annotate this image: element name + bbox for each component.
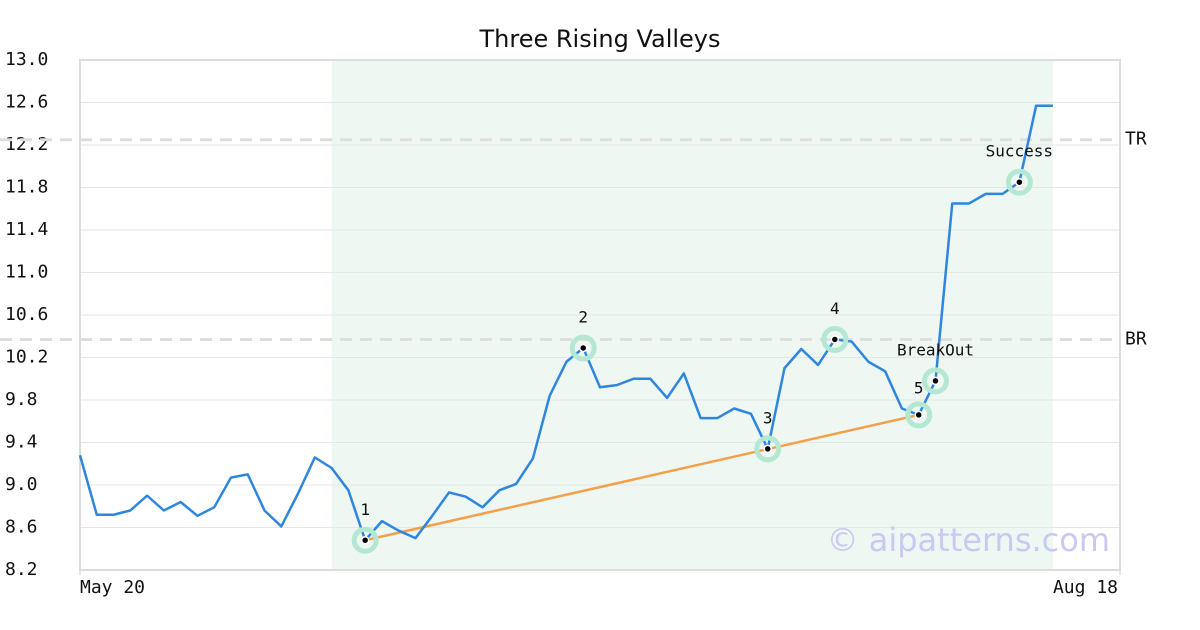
- y-tick-label: 12.2: [5, 134, 48, 155]
- x-tick-label: Aug 18: [1053, 577, 1118, 598]
- point-halo: [921, 367, 949, 395]
- y-tick-label: 12.6: [5, 92, 48, 113]
- point-dot: [578, 343, 588, 353]
- point-halo: [754, 435, 782, 463]
- y-tick-label: 13.0: [5, 49, 48, 70]
- annotation-label: BreakOut: [897, 340, 974, 359]
- point-halo: [905, 401, 933, 429]
- y-tick-label: 9.4: [5, 432, 38, 453]
- chart-title: Three Rising Valleys: [478, 25, 720, 53]
- annotation-label: 3: [763, 408, 773, 427]
- point-dot: [931, 376, 940, 386]
- point-dot: [914, 410, 923, 420]
- price-line: [78, 104, 1053, 542]
- y-tick-label: 10.6: [5, 304, 48, 325]
- y-tick-label: 11.4: [5, 219, 48, 240]
- point-dot: [763, 444, 772, 454]
- point-dot: [830, 335, 840, 344]
- point-dot: [1015, 177, 1024, 187]
- y-tick-label: 9.0: [5, 474, 38, 495]
- annotation-label: 4: [830, 299, 840, 318]
- watermark: © aipatterns.com: [827, 521, 1110, 559]
- annotation-label: Success: [986, 142, 1053, 161]
- y-tick-label: 8.6: [5, 517, 38, 538]
- point-halo: [821, 325, 849, 353]
- y-tick-label: 10.2: [5, 347, 48, 368]
- point-halo: [1005, 168, 1033, 196]
- annotation-label: 1: [360, 500, 370, 519]
- trendline: [364, 413, 919, 542]
- point-dot: [360, 536, 370, 545]
- x-tick-label: May 20: [80, 577, 145, 598]
- y-tick-label: 11.0: [5, 262, 48, 283]
- plot-frame: [79, 59, 1121, 571]
- point-halo: [569, 334, 597, 362]
- level-label: TR: [1125, 129, 1147, 150]
- annotation-label: 2: [578, 307, 588, 326]
- y-tick-label: 8.2: [5, 559, 38, 580]
- y-tick-label: 9.8: [5, 389, 38, 410]
- y-tick-label: 11.8: [5, 177, 48, 198]
- level-label: BR: [1125, 328, 1147, 349]
- annotation-label: 5: [914, 378, 924, 397]
- point-halo: [351, 526, 379, 554]
